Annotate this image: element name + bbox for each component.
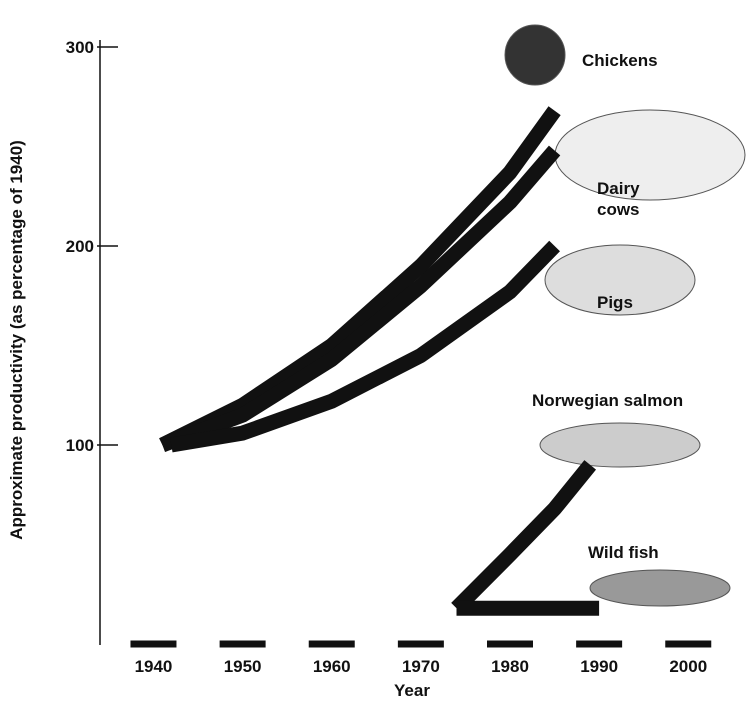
series-line xyxy=(451,460,597,614)
y-tick-label: 200 xyxy=(66,237,94,256)
x-tick-label: 1990 xyxy=(580,657,618,676)
x-tick-label: 1970 xyxy=(402,657,440,676)
salmon-illustration xyxy=(539,422,701,468)
series-label: Norwegian salmon xyxy=(532,391,684,410)
fish-illustration xyxy=(589,569,731,607)
x-tick-label: 1960 xyxy=(313,657,351,676)
series-line xyxy=(170,240,560,453)
series-label: Wild fish xyxy=(588,543,659,562)
series-label: Pigs xyxy=(597,293,633,312)
pig-illustration xyxy=(544,244,696,316)
series-line xyxy=(159,145,561,453)
x-tick-label: 1980 xyxy=(491,657,529,676)
y-tick-label: 300 xyxy=(66,38,94,57)
x-tick-label: 1950 xyxy=(224,657,262,676)
x-tick-label: 2000 xyxy=(669,657,707,676)
x-axis-label: Year xyxy=(394,681,430,700)
y-tick-label: 100 xyxy=(66,436,94,455)
animal-illustrations xyxy=(504,24,746,607)
chicken-illustration xyxy=(504,24,566,86)
y-axis-label: Approximate productivity (as percentage … xyxy=(7,140,26,540)
series-label: Dairy cows xyxy=(597,179,640,219)
x-tick-label: 1940 xyxy=(135,657,173,676)
series-label: Chickens xyxy=(582,51,658,70)
series-line xyxy=(159,106,561,452)
